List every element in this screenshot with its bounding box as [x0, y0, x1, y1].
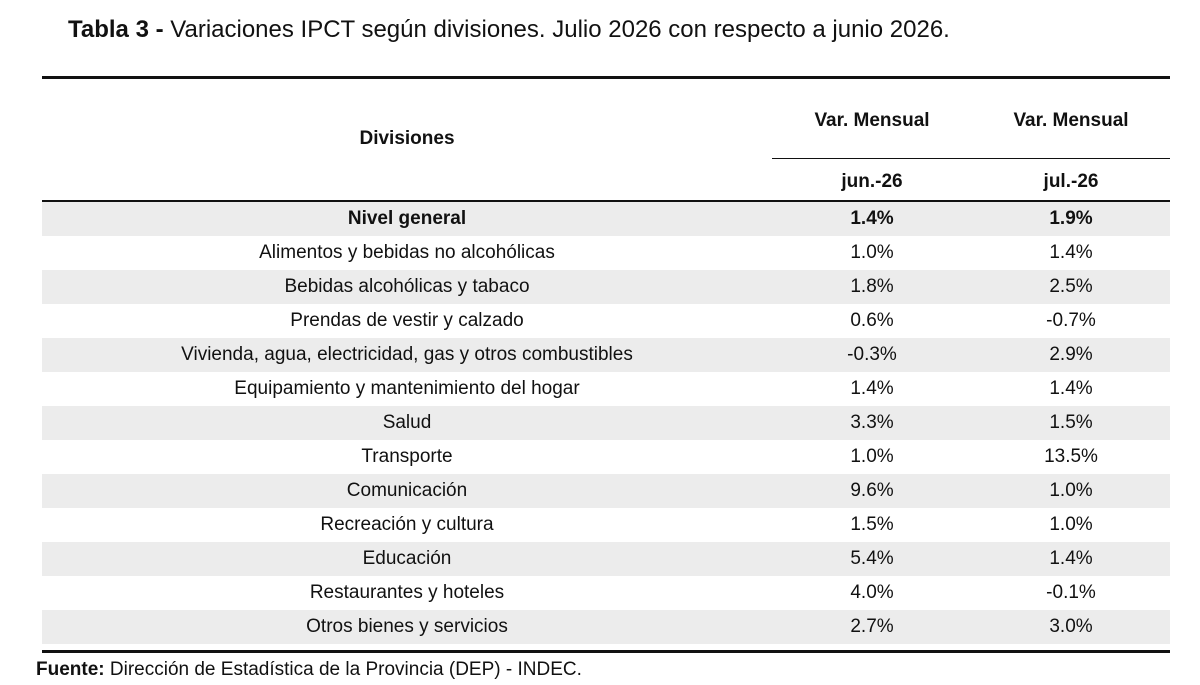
- jul-value-cell: 1.0%: [1049, 514, 1093, 535]
- division-cell: Alimentos y bebidas no alcohólicas: [259, 242, 555, 263]
- header-period-jun: jun.-26: [841, 171, 903, 192]
- table-number: Tabla 3 -: [68, 16, 164, 43]
- jul-value-cell: 3.0%: [1049, 616, 1093, 637]
- header-bottom-rule: [42, 200, 1170, 202]
- table-body: Nivel general 1.4% 1.9% Alimentos y bebi…: [42, 202, 1170, 644]
- jul-value-cell: -0.7%: [1046, 310, 1096, 331]
- table-row: Equipamiento y mantenimiento del hogar 1…: [42, 372, 1170, 406]
- table-row: Comunicación 9.6% 1.0%: [42, 474, 1170, 508]
- jun-value-cell: 1.8%: [850, 276, 894, 297]
- jul-value-cell: 13.5%: [1044, 446, 1098, 467]
- table-row: Transporte 1.0% 13.5%: [42, 440, 1170, 474]
- jun-value-cell: -0.3%: [847, 344, 897, 365]
- table-caption: Variaciones IPCT según divisiones. Julio…: [170, 16, 950, 43]
- table-title: Tabla 3 - Variaciones IPCT según divisio…: [68, 12, 950, 48]
- division-cell: Transporte: [361, 446, 453, 467]
- bottom-rule: [42, 650, 1170, 653]
- division-cell: Otros bienes y servicios: [306, 616, 508, 637]
- jul-value-cell: 1.0%: [1049, 480, 1093, 501]
- jul-value-cell: 1.4%: [1049, 548, 1093, 569]
- jun-value-cell: 2.7%: [850, 616, 894, 637]
- division-cell: Nivel general: [347, 208, 467, 229]
- table-row: Recreación y cultura 1.5% 1.0%: [42, 508, 1170, 542]
- table-row: Alimentos y bebidas no alcohólicas 1.0% …: [42, 236, 1170, 270]
- top-rule: [42, 76, 1170, 79]
- division-cell: Vivienda, agua, electricidad, gas y otro…: [181, 344, 633, 365]
- division-cell: Prendas de vestir y calzado: [290, 310, 524, 331]
- division-cell: Salud: [382, 412, 432, 433]
- jun-value-cell: 9.6%: [850, 480, 894, 501]
- header-mid-rule: [772, 158, 1170, 159]
- jun-value-cell: 4.0%: [850, 582, 894, 603]
- table-row: Bebidas alcohólicas y tabaco 1.8% 2.5%: [42, 270, 1170, 304]
- jun-value-cell: 1.4%: [850, 208, 894, 229]
- table-row: Prendas de vestir y calzado 0.6% -0.7%: [42, 304, 1170, 338]
- table-row: Restaurantes y hoteles 4.0% -0.1%: [42, 576, 1170, 610]
- jul-value-cell: 1.5%: [1049, 412, 1093, 433]
- jun-value-cell: 1.4%: [850, 378, 894, 399]
- jun-value-cell: 5.4%: [850, 548, 894, 569]
- division-cell: Restaurantes y hoteles: [309, 582, 505, 603]
- jun-value-cell: 1.0%: [850, 242, 894, 263]
- table-row: Otros bienes y servicios 2.7% 3.0%: [42, 610, 1170, 644]
- table-row-nivel-general: Nivel general 1.4% 1.9%: [42, 202, 1170, 236]
- jun-value-cell: 1.5%: [850, 514, 894, 535]
- header-period-jul: jul.-26: [1043, 171, 1099, 192]
- source-note: Fuente: Dirección de Estadística de la P…: [36, 657, 582, 683]
- jun-value-cell: 1.0%: [850, 446, 894, 467]
- header-var-mensual-jun: Var. Mensual: [814, 110, 930, 131]
- jul-value-cell: -0.1%: [1046, 582, 1096, 603]
- jul-value-cell: 1.4%: [1049, 378, 1093, 399]
- header-var-mensual-jul: Var. Mensual: [1013, 110, 1129, 131]
- division-cell: Comunicación: [346, 480, 468, 501]
- header-divisions: Divisiones: [359, 128, 455, 149]
- jun-value-cell: 3.3%: [850, 412, 894, 433]
- jul-value-cell: 1.9%: [1049, 208, 1093, 229]
- jun-value-cell: 0.6%: [850, 310, 894, 331]
- jul-value-cell: 2.5%: [1049, 276, 1093, 297]
- division-cell: Equipamiento y mantenimiento del hogar: [234, 378, 580, 399]
- division-cell: Educación: [362, 548, 452, 569]
- table-row: Vivienda, agua, electricidad, gas y otro…: [42, 338, 1170, 372]
- jul-value-cell: 1.4%: [1049, 242, 1093, 263]
- source-label: Fuente:: [36, 659, 105, 680]
- division-cell: Bebidas alcohólicas y tabaco: [284, 276, 530, 297]
- source-text: Dirección de Estadística de la Provincia…: [109, 659, 582, 680]
- division-cell: Recreación y cultura: [320, 514, 494, 535]
- table-row: Salud 3.3% 1.5%: [42, 406, 1170, 440]
- table-row: Educación 5.4% 1.4%: [42, 542, 1170, 576]
- jul-value-cell: 2.9%: [1049, 344, 1093, 365]
